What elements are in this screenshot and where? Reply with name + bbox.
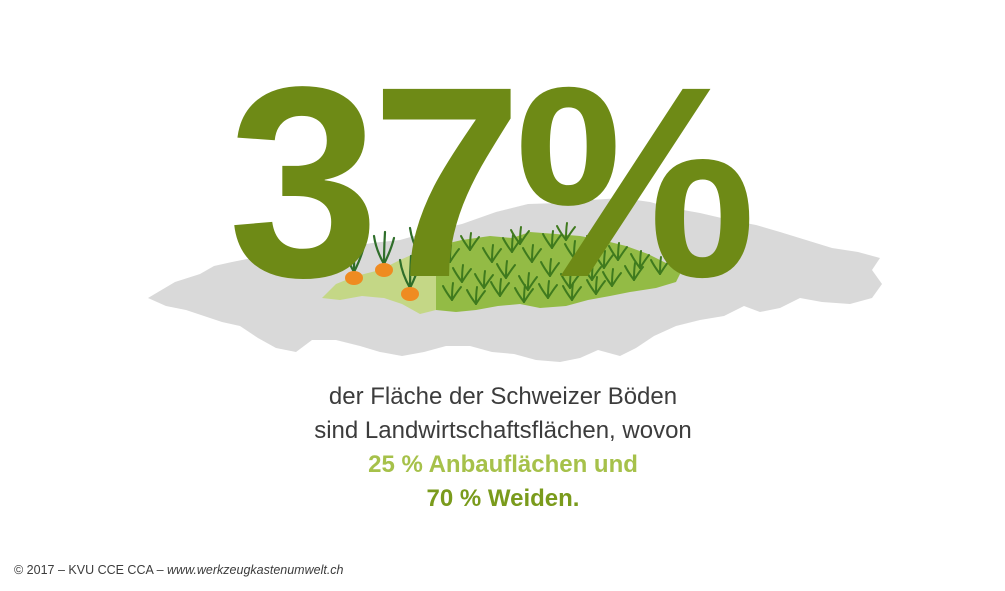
grass-tuft-icon xyxy=(582,262,602,281)
grass-tuft-icon xyxy=(466,286,486,305)
grass-tuft-icon xyxy=(510,226,530,245)
caption: der Fläche der Schweizer Böden sind Land… xyxy=(200,380,806,516)
grass-tuft-icon xyxy=(560,270,580,289)
grass-tuft-icon xyxy=(538,280,558,299)
grass-tuft-icon xyxy=(482,244,502,263)
grass-tuft-icon xyxy=(452,264,472,283)
grass-tuft-icon xyxy=(514,284,534,303)
grass-tuft-icon xyxy=(496,260,516,279)
caption-line-1: der Fläche der Schweizer Böden xyxy=(328,383,678,410)
grass-layer xyxy=(440,222,670,305)
grass-tuft-icon xyxy=(442,282,462,301)
grass-tuft-icon xyxy=(586,232,606,251)
credit-prefix: © 2017 – KVU CCE CCA – xyxy=(14,563,168,577)
grass-tuft-icon xyxy=(624,262,644,281)
grass-tuft-icon xyxy=(542,230,562,249)
caption-line-2: sind Landwirtschaftsflächen, wovon xyxy=(314,417,692,444)
caption-crop-share: 25 % Anbauflächen und xyxy=(368,451,638,478)
grass-tuft-icon xyxy=(556,222,576,241)
grass-tuft-icon xyxy=(650,256,670,275)
grass-tuft-icon xyxy=(490,278,510,297)
grass-tuft-icon xyxy=(460,232,480,251)
grass-tuft-icon xyxy=(630,250,650,269)
headline-symbol: % xyxy=(514,30,757,334)
copyright-credit: © 2017 – KVU CCE CCA – www.werkzeugkaste… xyxy=(14,563,344,577)
grass-tuft-icon xyxy=(474,270,494,289)
grass-tuft-icon xyxy=(522,244,542,263)
carrot-layer xyxy=(342,222,432,301)
grass-tuft-icon xyxy=(562,282,582,301)
grass-tuft-icon xyxy=(608,242,628,261)
grass-tuft-icon xyxy=(518,272,538,291)
grass-tuft-icon xyxy=(440,244,460,263)
credit-url[interactable]: www.werkzeugkastenumwelt.ch xyxy=(167,563,344,577)
headline-percentage: 37% xyxy=(228,46,756,318)
grass-tuft-icon xyxy=(594,250,614,269)
carrot-icon xyxy=(372,230,396,277)
grass-tuft-icon xyxy=(602,268,622,287)
carrot-icon xyxy=(398,254,422,301)
caption-pasture-share: 70 % Weiden. xyxy=(426,485,580,512)
grass-tuft-icon xyxy=(540,258,560,277)
grass-tuft-icon xyxy=(586,276,606,295)
carrot-icon xyxy=(342,238,366,285)
headline-value: 37 xyxy=(228,30,523,334)
grass-tuft-icon xyxy=(564,240,584,259)
